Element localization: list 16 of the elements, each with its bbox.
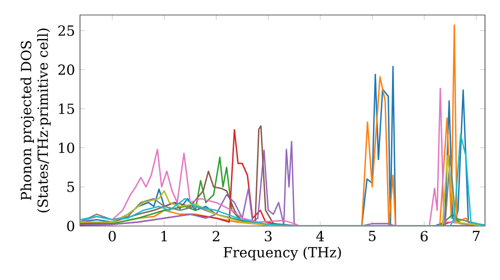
- x-tick-label: 0: [108, 230, 116, 242]
- y-tick-label: 20: [58, 64, 74, 75]
- y-axis-title: Phonon projected DOS (States/THz·primitive cell): [20, 28, 51, 212]
- x-tick-label: 6: [420, 230, 428, 242]
- x-tick-label: 4: [316, 230, 324, 242]
- x-tick-label: 7: [472, 230, 480, 242]
- y-tick-label: 5: [67, 182, 74, 192]
- x-axis-title: Frequency (THz): [224, 246, 341, 260]
- y-tick-label: 0: [67, 220, 74, 232]
- y-tick-label: 15: [59, 103, 74, 114]
- y-tick-label: 25: [58, 25, 74, 36]
- x-tick-label: 5: [368, 230, 376, 242]
- x-tick-label: 2: [212, 230, 220, 242]
- x-tick-label: 1: [162, 230, 167, 242]
- x-tick-label: 3: [264, 230, 272, 242]
- y-tick-label: 10: [59, 142, 74, 154]
